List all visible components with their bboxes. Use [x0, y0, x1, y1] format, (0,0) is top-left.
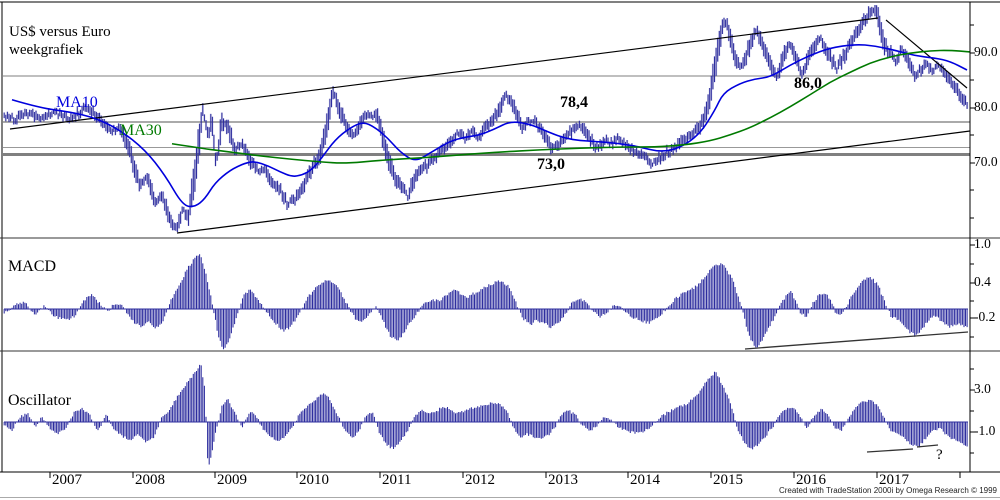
trendline-downtrend-2017 — [885, 19, 968, 89]
oscillator-panel-label: Oscillator — [8, 392, 72, 409]
chart-title: US$ versus Euro — [9, 24, 111, 40]
ma30-line — [171, 49, 971, 164]
ma10-label: MA10 — [56, 94, 98, 111]
price-bars — [3, 5, 968, 232]
x-tick-label-2015: 2015 — [713, 472, 743, 488]
x-tick-label-2017: 2017 — [879, 472, 909, 488]
x-tick-label-2013: 2013 — [548, 472, 578, 488]
ma30-label: MA30 — [120, 122, 162, 139]
x-tick-label-2011: 2011 — [382, 472, 412, 488]
chart-subtitle: weekgrafiek — [9, 42, 84, 58]
x-tick-label-2012: 2012 — [465, 472, 495, 488]
trendline-channel-top — [9, 17, 879, 130]
oscillator-axis-label--1.0: -1.0 — [974, 423, 996, 438]
price-axis-label-80.0: 80.0 — [974, 99, 998, 114]
question-mark-annotation: ? — [936, 447, 943, 463]
macd-panel-label: MACD — [8, 258, 57, 275]
tradestation-credit: Created with TradeStation 2000i by Omega… — [778, 486, 997, 495]
macd-trendline — [744, 331, 969, 350]
oscillator-annotation-line-0 — [866, 448, 914, 453]
oscillator-annotation-line-1 — [916, 444, 939, 448]
price-axis-label-90.0: 90.0 — [974, 44, 998, 59]
x-tick-label-2009: 2009 — [217, 472, 247, 488]
level-label-73-0: 73,0 — [537, 156, 565, 173]
macd-histogram — [3, 254, 968, 350]
x-tick-label-2008: 2008 — [135, 472, 165, 488]
x-tick-label-2014: 2014 — [630, 472, 660, 488]
level-label-78-4: 78,4 — [560, 94, 588, 111]
x-tick-label-2010: 2010 — [299, 472, 329, 488]
oscillator-histogram — [3, 364, 968, 465]
price-axis-label-70.0: 70.0 — [974, 154, 998, 169]
macd-axis-label--0.2: -0.2 — [974, 309, 996, 324]
macd-axis-label-1.0: 1.0 — [974, 236, 991, 251]
x-tick-label-2007: 2007 — [52, 472, 82, 488]
trendline-channel-bottom — [176, 130, 971, 234]
level-label-86-0: 86,0 — [794, 75, 822, 92]
oscillator-axis-label-3.0: 3.0 — [974, 381, 991, 396]
x-tick-label-2016: 2016 — [796, 472, 826, 488]
ma10-line — [11, 43, 968, 208]
macd-axis-label-0.4: 0.4 — [974, 274, 991, 289]
